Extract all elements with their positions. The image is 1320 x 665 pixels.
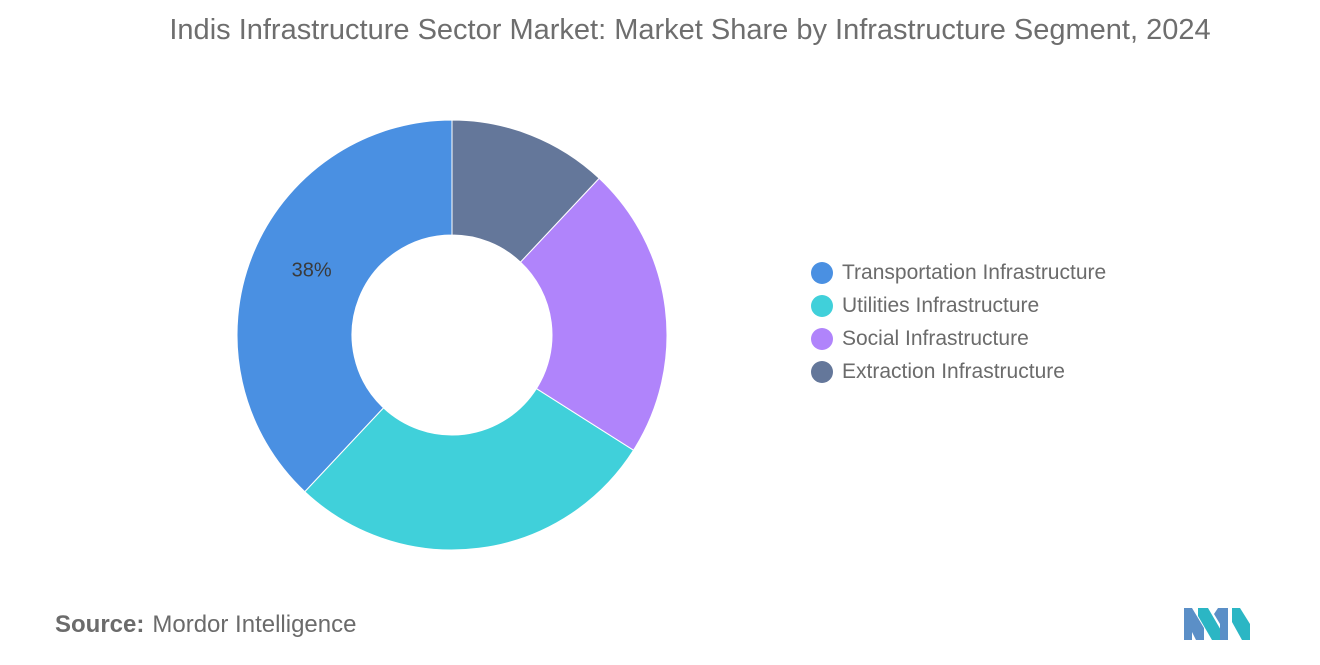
donut-slices xyxy=(236,119,668,551)
legend-label: Transportation Infrastructure xyxy=(842,260,1107,284)
chart-legend: Transportation Infrastructure Utilities I… xyxy=(811,256,1106,388)
legend-item: Extraction Infrastructure xyxy=(811,355,1106,388)
legend-swatch-icon xyxy=(811,261,833,284)
slice-utilities-infrastructure xyxy=(304,387,635,551)
legend-label: Extraction Infrastructure xyxy=(842,359,1065,383)
legend-item: Social Infrastructure xyxy=(811,322,1106,355)
legend-label: Utilities Infrastructure xyxy=(842,293,1040,317)
chart-title: Indis Infrastructure Sector Market: Mark… xyxy=(169,14,1211,46)
legend-item: Utilities Infrastructure xyxy=(811,289,1106,322)
slice-social-infrastructure xyxy=(519,177,668,451)
legend-item: Transportation Infrastructure xyxy=(811,256,1106,289)
legend-swatch-icon xyxy=(811,360,833,383)
source-value: Mordor Intelligence xyxy=(152,611,357,638)
legend-swatch-icon xyxy=(811,327,833,350)
legend-label: Social Infrastructure xyxy=(842,326,1029,350)
legend-swatch-icon xyxy=(811,294,833,317)
source-note: Source: Mordor Intelligence xyxy=(55,611,356,639)
slice-extraction-infrastructure xyxy=(451,119,600,263)
mordor-intelligence-logo-icon xyxy=(1184,608,1250,640)
data-label-transportation-infrastructure: 38% xyxy=(292,260,332,282)
source-label: Source: xyxy=(55,611,145,638)
donut-data-labels: 38% xyxy=(292,260,332,282)
slice-transportation-infrastructure xyxy=(236,119,453,493)
